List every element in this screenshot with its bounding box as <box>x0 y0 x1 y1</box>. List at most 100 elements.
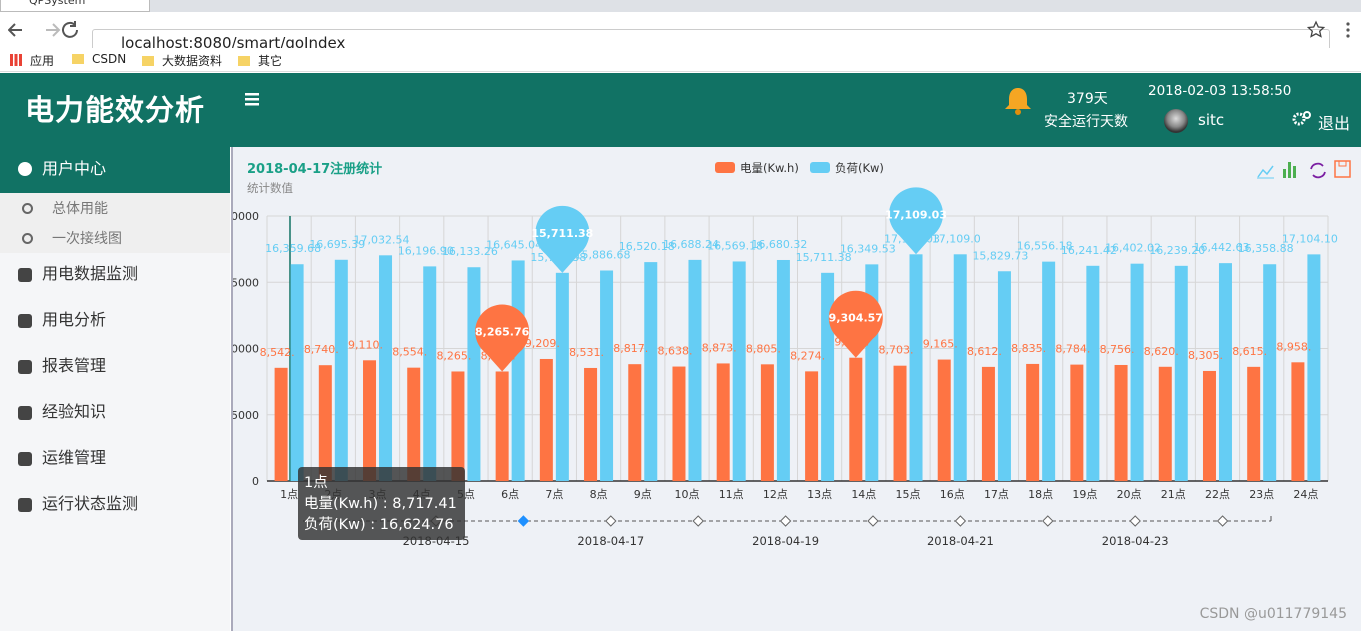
x-tick-label: 6点 <box>501 488 519 501</box>
bookmark[interactable]: CSDN <box>72 52 126 66</box>
value-label: 8,703. <box>879 344 914 357</box>
x-tick-label: 24点 <box>1293 488 1318 501</box>
bar <box>1307 254 1321 481</box>
bar <box>821 272 835 481</box>
value-label: 8,305. <box>1188 349 1223 362</box>
gear-icon <box>1292 111 1311 126</box>
submenu-item[interactable]: 总体用能 <box>0 195 230 225</box>
bar <box>776 259 790 481</box>
value-label: 16,239.20 <box>1149 244 1205 257</box>
value-label: 8,817. <box>613 342 648 355</box>
toolbox[interactable] <box>1257 160 1351 179</box>
x-tick-label: 8点 <box>590 488 608 501</box>
submenu <box>0 193 230 253</box>
browser-icons[interactable] <box>1307 20 1357 40</box>
bar <box>334 259 348 481</box>
chart-title: 2018-04-17注册统计 <box>247 161 382 177</box>
mark-point-label: 15,711.38 <box>531 227 593 240</box>
timeline-label: 2018-04-17 <box>577 534 644 548</box>
menu-text: 报表管理 <box>42 356 107 375</box>
menu-active[interactable]: 用户中心 <box>0 147 230 193</box>
timeline-node <box>1042 515 1054 527</box>
timeline-node <box>1216 515 1229 527</box>
logout[interactable]: 退出 <box>1318 114 1351 133</box>
menu-item[interactable]: 运行状态监测 <box>0 487 230 523</box>
timeline-node <box>954 515 967 527</box>
value-label: 16,241.42 <box>1061 244 1117 257</box>
x-tick-label: 15点 <box>896 488 921 501</box>
submenu-item[interactable]: 一次接线图 <box>0 225 230 255</box>
mark-point-label: 9,304.57 <box>829 312 883 325</box>
avatar[interactable] <box>1164 109 1188 133</box>
value-label: 16,695.39 <box>309 238 365 251</box>
x-tick-label: 21点 <box>1161 488 1186 501</box>
menu-item[interactable]: 经验知识 <box>0 395 230 431</box>
x-tick-label: 16点 <box>940 488 965 501</box>
bar <box>363 360 377 481</box>
legend-swatch <box>810 162 830 173</box>
timeline-node <box>517 515 530 527</box>
bookmark[interactable]: 其它 <box>238 52 282 69</box>
bar <box>1086 265 1100 481</box>
timeline-node <box>1129 515 1141 527</box>
bell-icon[interactable] <box>1003 85 1033 117</box>
bar <box>937 359 951 481</box>
menu-text: 运行状态监测 <box>42 494 139 513</box>
bookmark-text: 其它 <box>258 54 283 68</box>
value-label: 16,688.24 <box>663 238 719 251</box>
x-tick-label: 18点 <box>1028 488 1053 501</box>
menu-item[interactable]: 运维管理 <box>0 441 230 477</box>
timeline-node <box>867 515 879 527</box>
bar <box>1114 364 1128 481</box>
sidebar: 用户中心 总体用能一次接线图用电数据监测 用电分析报表管理经验知识运维管理运行状态… <box>0 147 230 631</box>
value-label: 8,542. <box>260 346 295 359</box>
value-label: 9,209. <box>525 337 560 350</box>
menu-item[interactable]: 用电数据监测 <box>0 257 230 293</box>
value-label: 9,165. <box>923 338 958 351</box>
submenu-text: 一次接线图 <box>52 231 122 247</box>
bar <box>644 262 658 481</box>
menu-item[interactable]: 用电分析 <box>0 303 230 339</box>
mark-point <box>889 187 944 255</box>
ring-icon <box>22 203 33 214</box>
value-label: 15,886.68 <box>575 249 631 262</box>
menu-toggle[interactable] <box>245 93 261 107</box>
submenu-text: 总体用能 <box>52 201 108 217</box>
menu-icon <box>18 360 32 374</box>
bookmarks-bar: 应用 CSDN 大数据资料 其它 <box>0 48 1361 72</box>
tab[interactable]: QPSystem <box>0 0 150 12</box>
bar <box>495 371 509 481</box>
days-label: 安全运行天数 <box>1044 114 1128 130</box>
bookmark-icon <box>142 56 154 66</box>
bar <box>716 363 730 481</box>
y-tick-label: 0 <box>252 475 259 488</box>
menu-text: 用电数据监测 <box>42 264 139 283</box>
bookmark[interactable]: 应用 <box>10 52 54 69</box>
bar <box>1202 370 1216 481</box>
x-tick-label: 20点 <box>1117 488 1142 501</box>
x-tick-label: 13点 <box>807 488 832 501</box>
value-label: 16,402.02 <box>1105 242 1161 255</box>
bar <box>805 371 819 481</box>
bar <box>1263 264 1277 481</box>
value-label: 8,784. <box>1055 343 1090 356</box>
menu-text: 经验知识 <box>42 402 107 421</box>
timeline-node <box>779 515 792 527</box>
bar <box>379 255 393 481</box>
value-label: 17,104.10 <box>1282 232 1338 245</box>
value-label: 8,615. <box>1232 345 1267 358</box>
bar <box>732 261 746 481</box>
menu-text: 用电分析 <box>42 310 107 329</box>
menu-item[interactable]: 报表管理 <box>0 349 230 385</box>
y-tick-label: 20000 <box>233 210 259 223</box>
tab-bar: QPSystem <box>0 0 1361 12</box>
bar <box>584 367 598 481</box>
nav-buttons[interactable] <box>8 20 83 40</box>
user-name[interactable]: sitc <box>1198 111 1225 129</box>
bookmark-icon <box>238 56 250 66</box>
value-label: 8,612. <box>967 345 1002 358</box>
bar <box>555 272 569 481</box>
x-tick-label: 1点 <box>280 488 298 501</box>
menu-text: 用户中心 <box>42 159 107 178</box>
bookmark[interactable]: 大数据资料 <box>142 52 222 69</box>
